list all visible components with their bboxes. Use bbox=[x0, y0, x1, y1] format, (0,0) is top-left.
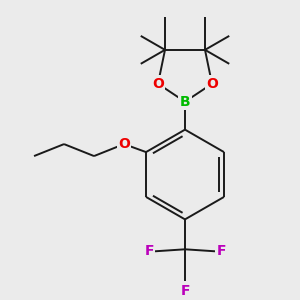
Text: F: F bbox=[180, 284, 190, 298]
Text: O: O bbox=[206, 77, 218, 91]
Text: O: O bbox=[152, 77, 164, 91]
Text: F: F bbox=[216, 244, 226, 258]
Text: F: F bbox=[144, 244, 154, 258]
Text: O: O bbox=[118, 137, 130, 151]
Text: B: B bbox=[180, 95, 190, 109]
